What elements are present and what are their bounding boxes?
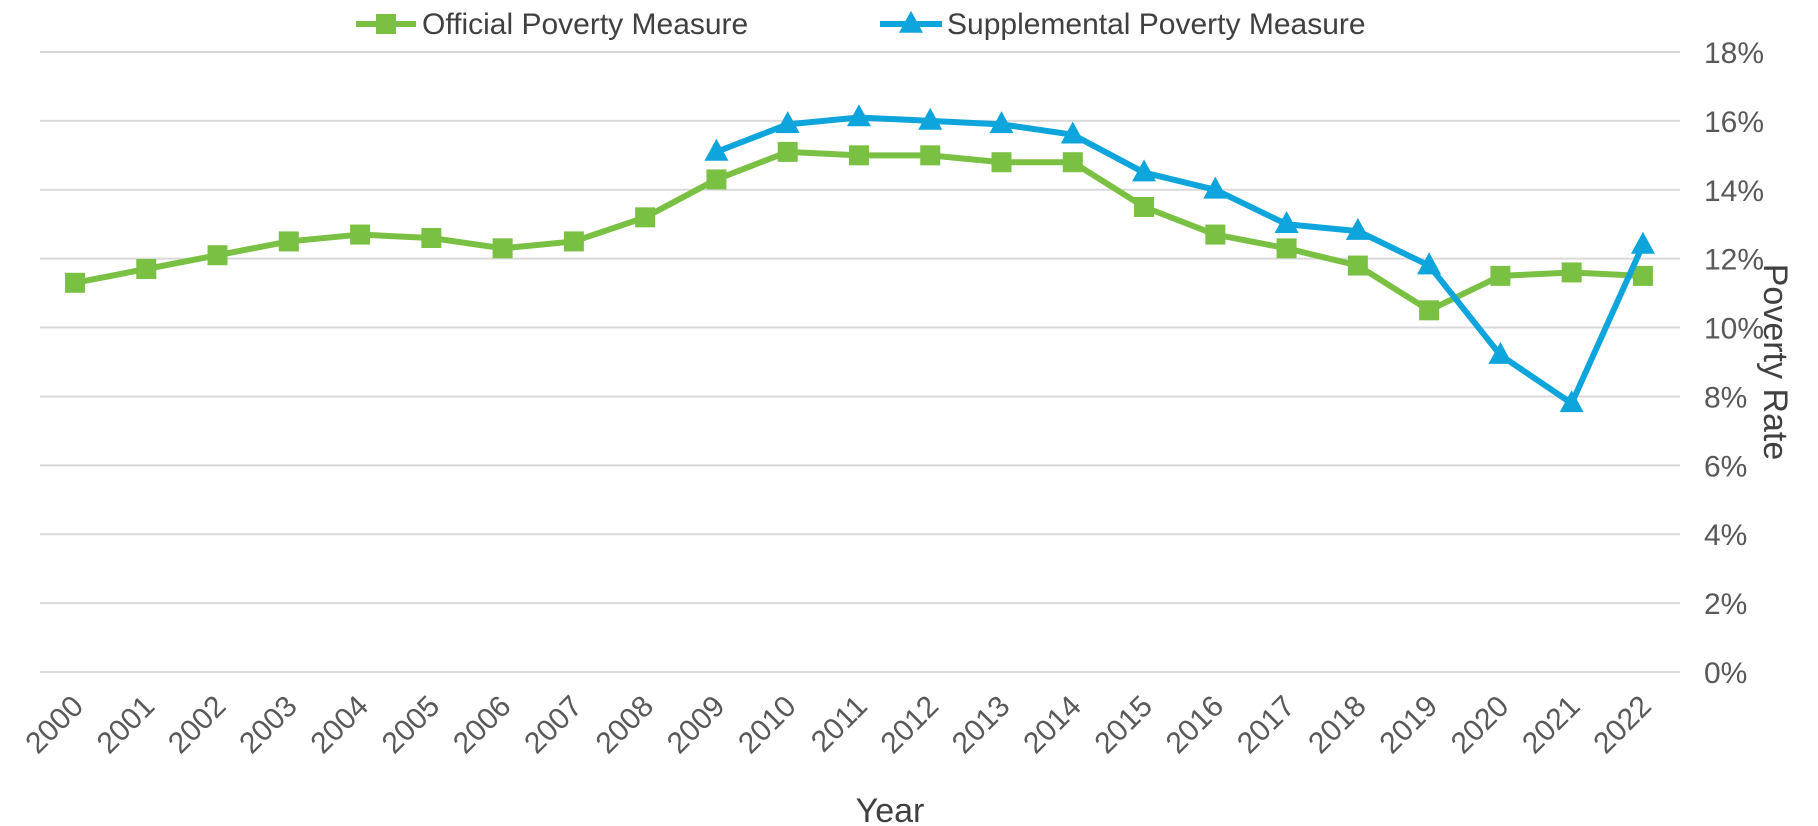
y-tick-label: 2%: [1704, 588, 1747, 621]
gridlines: [40, 51, 1680, 673]
x-tick-label: 2003: [233, 690, 304, 761]
data-point: [1630, 231, 1655, 254]
y-tick-label: 6%: [1704, 450, 1747, 483]
legend-item: Supplemental Poverty Measure: [880, 8, 1366, 41]
data-point: [1062, 152, 1083, 173]
x-tick-label: 2009: [661, 690, 732, 761]
x-tick-label: 2021: [1516, 690, 1587, 761]
series-line: [72, 148, 1646, 314]
data-point: [706, 169, 727, 190]
x-tick-label: 2013: [946, 690, 1017, 761]
legend-item: Official Poverty Measure: [356, 8, 748, 41]
x-tick-label: 2015: [1088, 690, 1159, 761]
data-point: [1559, 390, 1584, 413]
x-tick-label: 2011: [805, 690, 874, 759]
y-tick-label: 12%: [1704, 244, 1764, 277]
data-point: [1060, 121, 1085, 144]
series-official: [65, 141, 1653, 321]
x-tick-label: 2000: [19, 690, 90, 761]
x-tick-label: 2010: [732, 690, 803, 761]
legend-marker: [899, 10, 923, 33]
y-tick-label: 4%: [1704, 519, 1747, 552]
x-tick-label: 2002: [162, 690, 233, 761]
data-point: [1203, 176, 1228, 199]
x-axis-ticks: 2000 2001 2002 2003 2004 2005 2006 2007 2008 2009…: [19, 690, 1657, 761]
data-point: [492, 238, 513, 259]
y-axis-title: Poverty Rate: [1756, 264, 1794, 461]
data-point: [1132, 159, 1157, 182]
legend-label: Official Poverty Measure: [422, 8, 748, 41]
y-tick-label: 0%: [1704, 657, 1747, 690]
legend-label: Supplemental Poverty Measure: [947, 8, 1366, 41]
y-tick-label: 10%: [1704, 313, 1764, 346]
x-tick-label: 2014: [1017, 690, 1088, 761]
data-point: [1347, 255, 1368, 276]
data-point: [989, 111, 1014, 134]
series-layer: [65, 104, 1655, 413]
legend-marker: [376, 14, 396, 34]
x-tick-label: 2004: [304, 690, 375, 761]
data-point: [1274, 211, 1299, 234]
data-point: [1345, 217, 1370, 240]
data-point: [136, 259, 157, 279]
data-point: [635, 207, 656, 228]
data-point: [563, 231, 584, 252]
x-tick-label: 2022: [1587, 690, 1658, 761]
data-point: [207, 245, 228, 266]
data-point: [1561, 262, 1582, 283]
y-axis-ticks: 0% 2% 4% 6% 8% 10% 12% 14% 16% 18%: [1704, 37, 1764, 690]
data-point: [918, 107, 943, 130]
data-point: [775, 111, 800, 134]
data-point: [848, 145, 869, 166]
data-point: [1419, 300, 1440, 321]
y-tick-label: 8%: [1704, 381, 1747, 414]
legend: Official Poverty Measure Supplemental Pov…: [356, 8, 1366, 41]
data-point: [704, 138, 729, 161]
x-tick-label: 2001: [91, 690, 162, 761]
y-tick-label: 16%: [1704, 106, 1764, 139]
x-tick-label: 2020: [1445, 690, 1516, 761]
data-point: [1205, 224, 1226, 245]
data-point: [1632, 265, 1653, 286]
x-tick-label: 2005: [376, 690, 447, 761]
data-point: [1488, 341, 1513, 364]
data-point: [65, 272, 85, 293]
x-axis-title: Year: [856, 792, 925, 826]
data-point: [991, 152, 1012, 173]
x-tick-label: 2017: [1231, 690, 1302, 761]
y-tick-label: 14%: [1704, 175, 1764, 208]
x-tick-label: 2019: [1374, 690, 1445, 761]
series-supplemental: [704, 104, 1655, 413]
x-tick-label: 2007: [518, 690, 589, 761]
data-point: [1490, 265, 1511, 286]
data-point: [421, 228, 442, 248]
data-point: [1276, 238, 1297, 259]
y-tick-label: 18%: [1704, 37, 1764, 70]
x-tick-label: 2008: [590, 690, 661, 761]
data-point: [350, 224, 371, 245]
x-tick-label: 2016: [1160, 690, 1231, 761]
data-point: [920, 145, 941, 166]
x-tick-label: 2012: [875, 690, 946, 761]
series-line: [713, 114, 1646, 407]
data-point: [278, 231, 299, 252]
data-point: [1134, 197, 1155, 217]
data-point: [846, 104, 871, 127]
data-point: [1417, 252, 1442, 275]
x-tick-label: 2018: [1302, 690, 1373, 761]
x-tick-label: 2006: [447, 690, 518, 761]
data-point: [777, 141, 798, 162]
